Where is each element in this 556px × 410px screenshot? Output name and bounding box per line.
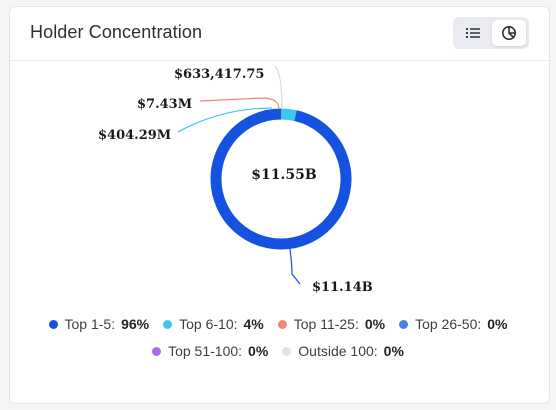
pie-chart-icon — [502, 26, 516, 40]
leader-line-top-6-10 — [177, 107, 273, 133]
legend-value: 0% — [248, 343, 269, 359]
legend-value: 0% — [383, 343, 404, 359]
legend-dot — [48, 319, 58, 329]
legend-item-outside-100[interactable]: Outside 100: 0% — [282, 343, 404, 359]
list-icon — [466, 28, 480, 38]
donut-center-label: $11.55B — [251, 167, 317, 183]
view-toggle — [453, 17, 529, 49]
legend-label: Top 26-50: — [415, 316, 482, 332]
legend-label: Top 51-100: — [168, 343, 243, 359]
chart-view-button[interactable] — [492, 20, 526, 46]
slice-label-top-6-10: $404.29M — [98, 128, 171, 143]
slice-label-top-11-25: $7.43M — [137, 97, 192, 112]
legend-label: Top 6-10: — [179, 316, 238, 332]
legend-value: 0% — [487, 316, 508, 332]
legend-value: 96% — [121, 316, 150, 332]
legend-value: 4% — [243, 316, 264, 332]
legend-item-top-6-10[interactable]: Top 6-10: 4% — [163, 316, 264, 332]
legend-row-2: Top 51-100: 0% Outside 100: 0% — [0, 343, 556, 359]
legend-label: Outside 100: — [298, 343, 378, 359]
leader-line-top-26-50 — [274, 65, 283, 109]
slice-label-top-26-50: $633,417.75 — [174, 67, 264, 82]
legend-row-1: Top 1-5: 96% Top 6-10: 4% Top 11-25: 0% … — [0, 316, 556, 332]
card-header: Holder Concentration — [10, 7, 549, 61]
card-title: Holder Concentration — [30, 22, 203, 42]
leader-line-top-11-25 — [199, 97, 280, 109]
donut-slice-top-6-10[interactable] — [281, 108, 297, 122]
slice-label-top-1-5: $11.14B — [312, 280, 373, 295]
legend-item-top-26-50[interactable]: Top 26-50: 0% — [399, 316, 508, 332]
list-view-button[interactable] — [456, 20, 490, 46]
legend-dot — [152, 346, 162, 356]
legend-item-top-1-5[interactable]: Top 1-5: 96% — [48, 316, 150, 332]
legend-dot — [277, 319, 287, 329]
legend-item-top-51-100[interactable]: Top 51-100: 0% — [152, 343, 268, 359]
legend-item-top-11-25[interactable]: Top 11-25: 0% — [277, 316, 386, 332]
legend-label: Top 1-5: — [64, 316, 116, 332]
donut-slice-top-1-5[interactable] — [210, 108, 352, 250]
legend-label: Top 11-25: — [293, 316, 359, 332]
legend-value: 0% — [364, 316, 386, 332]
legend-dot — [399, 319, 409, 329]
legend-dot — [163, 319, 173, 329]
leader-line-top-1-5 — [288, 241, 301, 285]
holder-concentration-card: Holder Concentration — [9, 6, 550, 404]
legend-dot — [282, 346, 292, 356]
